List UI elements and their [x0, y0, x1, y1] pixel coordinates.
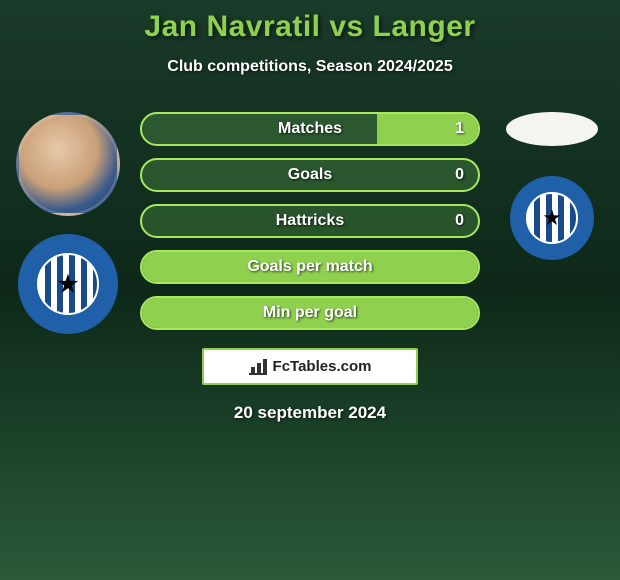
player-photo-right-placeholder [506, 112, 598, 146]
stat-label: Hattricks [276, 212, 344, 230]
stat-value-right: 0 [455, 166, 464, 184]
brand-box[interactable]: FcTables.com [202, 348, 418, 385]
comparison-card: Jan Navratil vs Langer Club competitions… [0, 0, 620, 423]
stat-label: Goals per match [247, 258, 372, 276]
stat-bar: Min per goal [140, 296, 480, 330]
club-star-icon [57, 273, 78, 294]
subtitle: Club competitions, Season 2024/2025 [0, 58, 620, 76]
stat-bar: Matches 1 [140, 112, 480, 146]
main-row: Matches 1 Goals 0 Hattricks 0 Goals per match M… [0, 104, 620, 334]
stat-label: Min per goal [263, 304, 357, 322]
club-logo-left [18, 234, 118, 334]
brand-text: FcTables.com [273, 358, 372, 375]
stat-label: Matches [278, 120, 342, 138]
stat-value-right: 1 [455, 120, 464, 138]
stat-bar: Goals 0 [140, 158, 480, 192]
club-logo-right [510, 176, 594, 260]
club-logo-inner [526, 192, 578, 244]
stat-bar: Hattricks 0 [140, 204, 480, 238]
chart-icon [249, 359, 267, 375]
right-player-column [492, 104, 612, 260]
date-text: 20 september 2024 [0, 403, 620, 423]
stat-label: Goals [288, 166, 332, 184]
stat-bar: Goals per match [140, 250, 480, 284]
club-logo-inner [37, 253, 100, 316]
club-star-icon [543, 209, 560, 226]
stat-value-right: 0 [455, 212, 464, 230]
stats-bars: Matches 1 Goals 0 Hattricks 0 Goals per match M… [140, 112, 480, 330]
left-player-column [8, 104, 128, 334]
player-photo-left [16, 112, 120, 216]
page-title: Jan Navratil vs Langer [0, 10, 620, 44]
